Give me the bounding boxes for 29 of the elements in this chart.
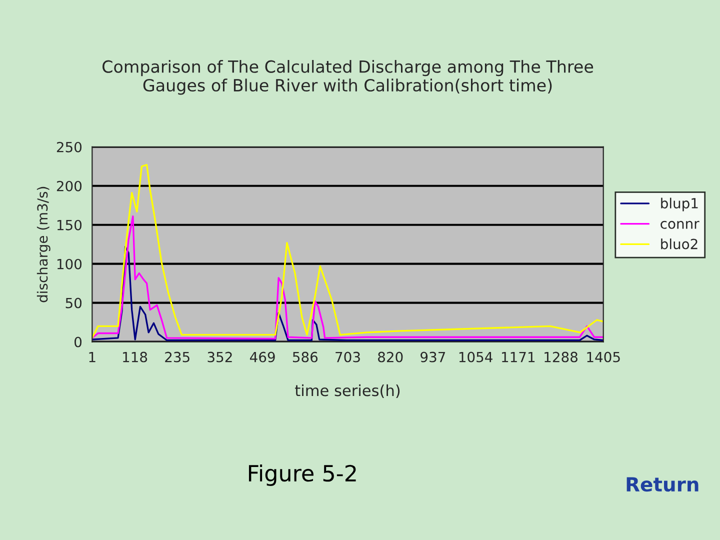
x-tick-label: 820 — [378, 352, 403, 362]
legend-label: bluo2 — [661, 238, 698, 250]
legend-label: connr — [660, 220, 700, 229]
caption: Figure 5-2 — [248, 464, 356, 486]
x-tick-label: 1405 — [587, 352, 620, 362]
y-tick-label: 200 — [56, 180, 82, 192]
y-tick-label: 0 — [74, 336, 82, 348]
x-tick-label: 118 — [123, 352, 148, 362]
text: Return — [626, 477, 698, 492]
x-tick-label: 469 — [250, 352, 275, 362]
x-tick-label: 1054 — [459, 352, 492, 362]
x-tick-label: 1171 — [502, 352, 535, 362]
x-tick-label: 352 — [208, 352, 232, 362]
chart-title: Comparison of The Calculated Discharge among The Three Gauges of Blue River with Calibration(short time) — [102, 60, 594, 95]
x-tick-label: 235 — [165, 352, 190, 362]
x-tick-label: 586 — [292, 352, 318, 362]
y-tick-label: 250 — [56, 142, 82, 152]
y-tick-label: 100 — [57, 258, 82, 270]
y-tick-label: 150 — [57, 220, 82, 230]
line-series — [92, 164, 604, 339]
line-series — [92, 215, 604, 340]
x-tick-label: 1 — [89, 352, 96, 362]
x-axis-title: time series(h) — [295, 384, 400, 398]
y-tick-label: 50 — [66, 298, 82, 308]
y-axis-title: discharge (m3/s) — [36, 186, 50, 302]
x-tick-label: 703 — [336, 352, 360, 362]
legend-label: blup1 — [661, 198, 698, 212]
x-tick-label: 937 — [420, 352, 446, 362]
x-tick-label: 1288 — [544, 352, 578, 362]
